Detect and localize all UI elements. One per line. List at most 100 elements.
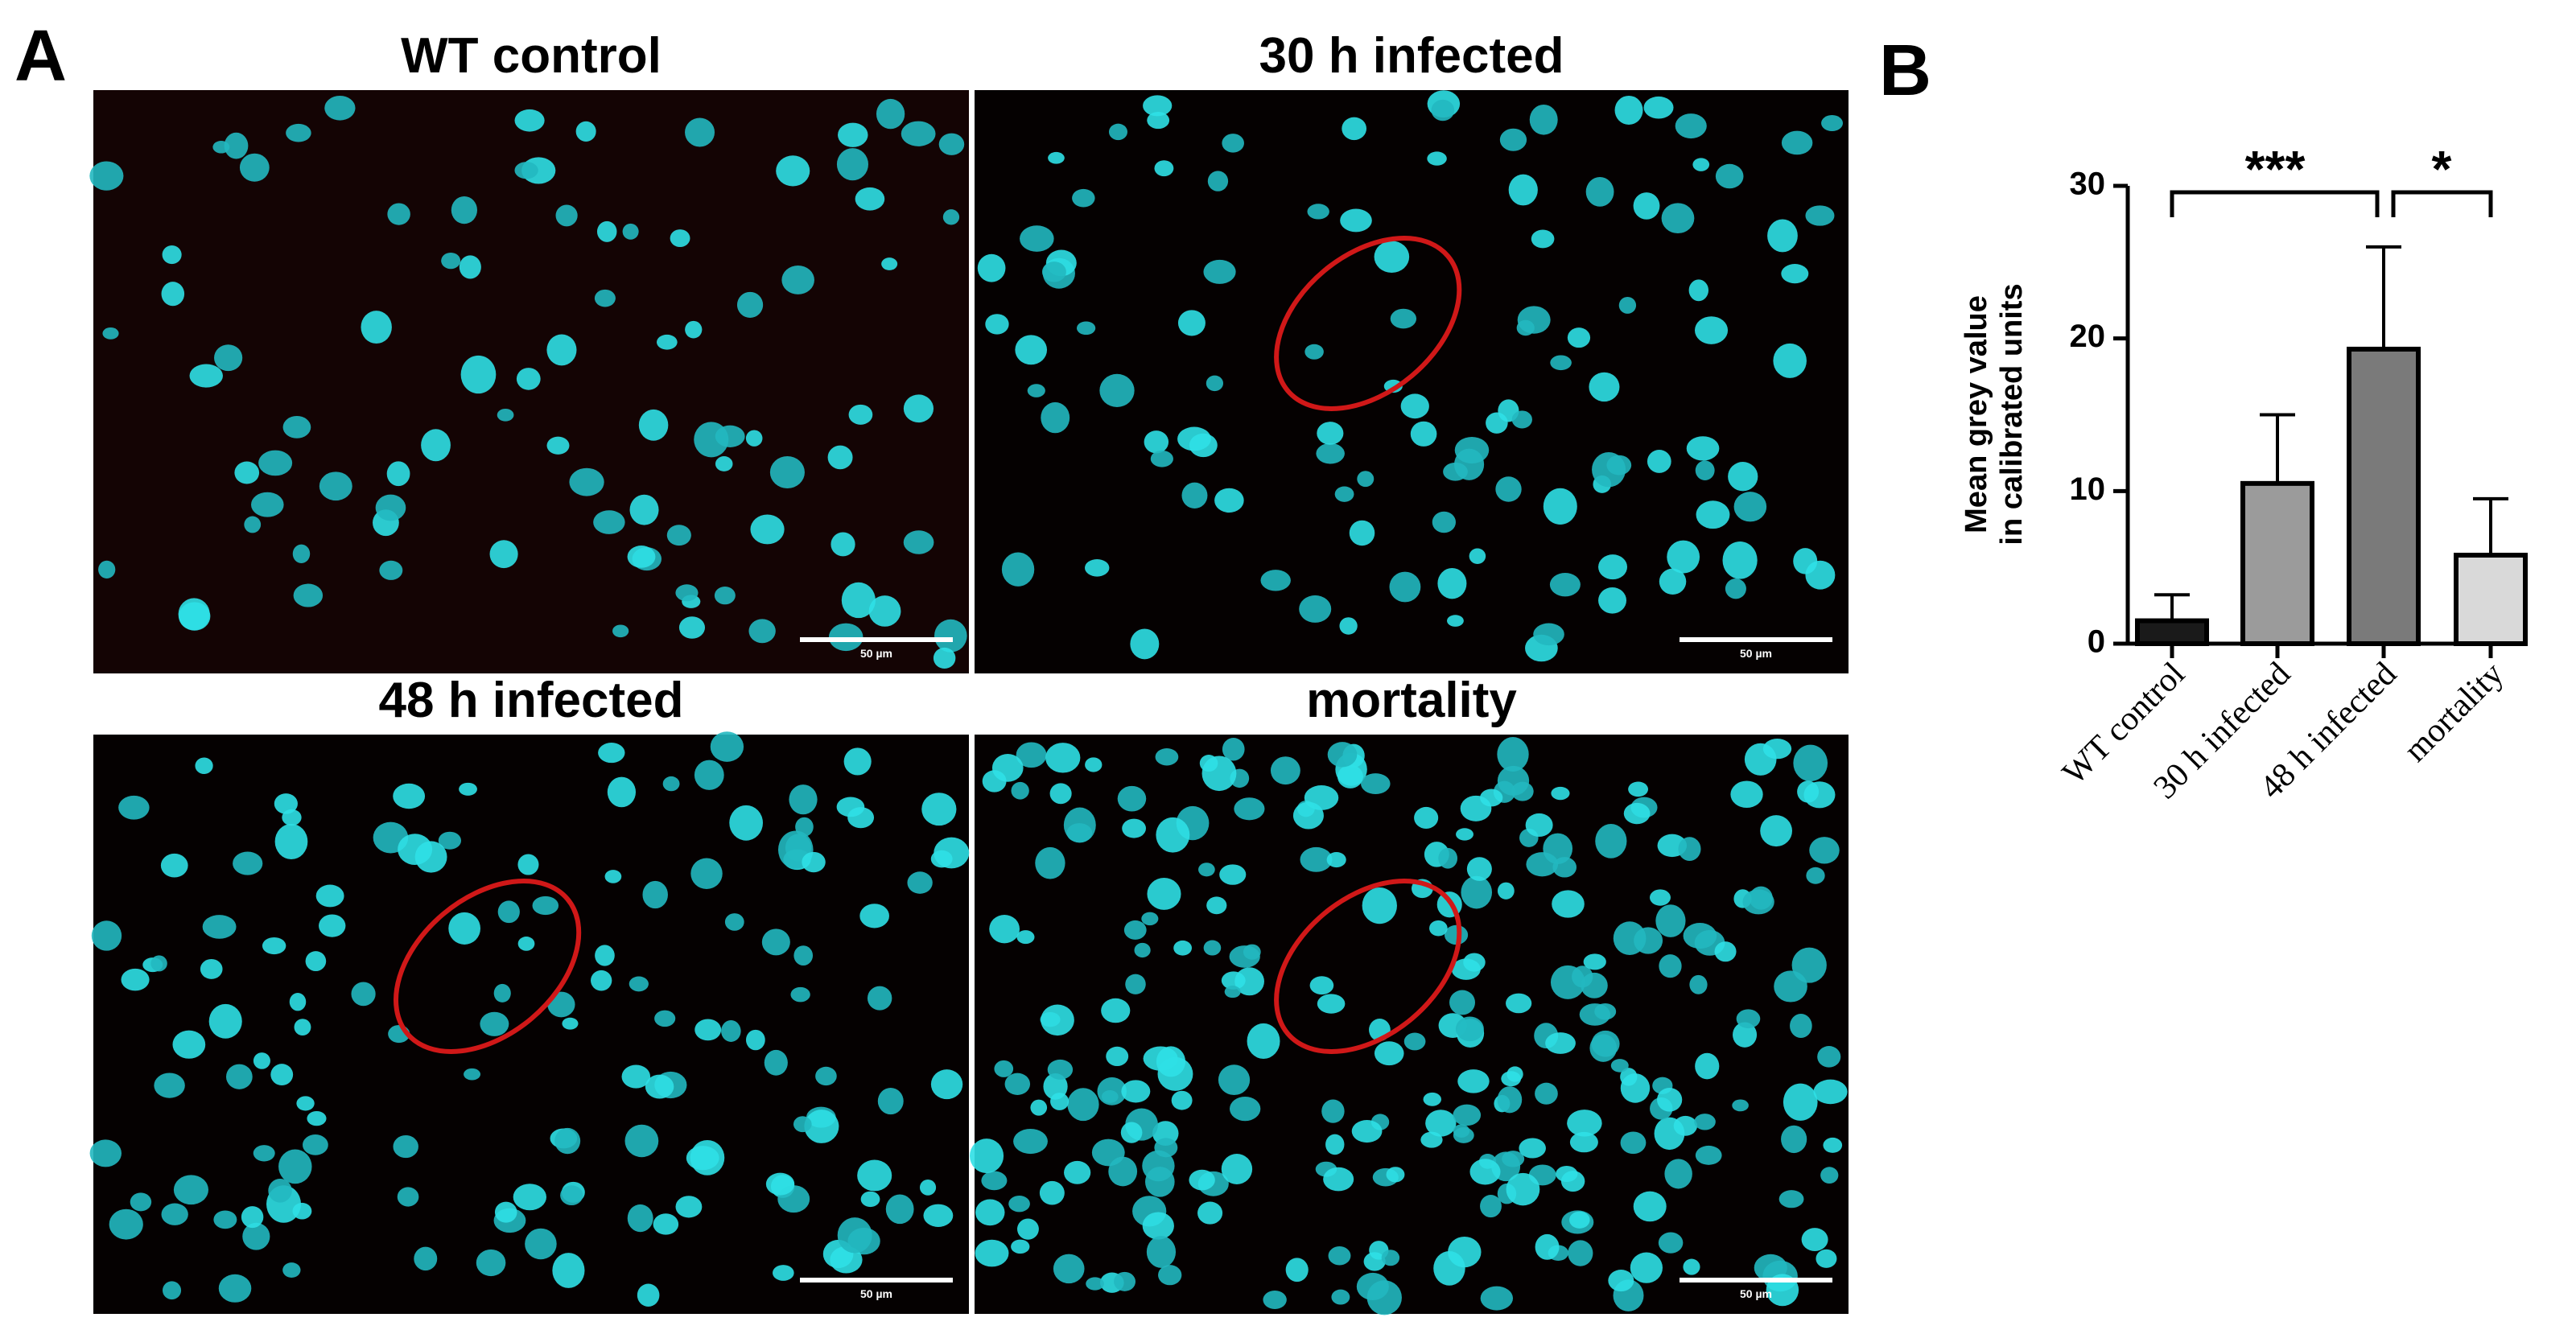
nucleus xyxy=(1469,1159,1501,1185)
nucleus xyxy=(1550,355,1572,371)
image-title: WT control xyxy=(401,28,662,84)
nucleus xyxy=(828,623,863,652)
nucleus xyxy=(848,404,873,425)
nucleus xyxy=(1218,1064,1251,1096)
nucleus xyxy=(268,1179,292,1203)
nucleus xyxy=(1362,887,1397,924)
bar xyxy=(2240,480,2314,646)
nucleus xyxy=(607,776,637,808)
nucleus xyxy=(1585,176,1614,207)
nucleus xyxy=(1067,1088,1099,1122)
nucleus xyxy=(694,760,724,790)
nucleus xyxy=(694,1019,722,1041)
nucleus xyxy=(921,793,957,826)
nucleus xyxy=(1545,1032,1576,1054)
nucleus xyxy=(653,1213,679,1235)
nucleus xyxy=(282,1262,301,1278)
nucleus xyxy=(645,1074,674,1099)
nucleus xyxy=(1171,1090,1193,1110)
nucleus xyxy=(494,1201,517,1223)
nucleus xyxy=(1730,780,1763,809)
nucleus xyxy=(262,937,286,955)
nucleus xyxy=(836,148,868,181)
nucleus xyxy=(1614,95,1643,125)
image-title: 30 h infected xyxy=(1259,28,1564,84)
nucleus xyxy=(1725,578,1746,599)
nucleus xyxy=(1511,410,1532,429)
nucleus xyxy=(1525,813,1553,838)
nucleus xyxy=(296,1096,315,1111)
nucleus xyxy=(729,805,763,841)
scale-bar-label: 50 µm xyxy=(860,647,892,660)
nuclei xyxy=(89,95,967,669)
nucleus xyxy=(225,1064,253,1089)
nucleus xyxy=(1594,1003,1617,1020)
nucleus xyxy=(1041,401,1070,434)
nucleus xyxy=(1695,1145,1722,1165)
nucleus xyxy=(1260,570,1291,591)
nucleus xyxy=(710,731,744,762)
nucleus xyxy=(1531,229,1555,249)
nucleus xyxy=(750,514,785,545)
nucleus xyxy=(764,1049,788,1076)
nucleus xyxy=(1437,567,1467,599)
nucleus xyxy=(421,429,451,462)
nucleus xyxy=(1552,890,1585,918)
nucleus xyxy=(130,1192,152,1212)
nucleus xyxy=(89,161,124,191)
nuclei xyxy=(89,731,970,1307)
nucleus xyxy=(1495,476,1522,502)
nucleus xyxy=(324,95,356,121)
nucleus xyxy=(1696,500,1730,529)
nucleus xyxy=(517,937,535,951)
nucleus xyxy=(1048,151,1065,164)
nucleus xyxy=(1122,818,1146,838)
nucleus xyxy=(1608,1270,1634,1292)
nucleus xyxy=(1797,780,1820,803)
nucleus xyxy=(1425,1110,1457,1137)
nucleus xyxy=(1189,433,1218,458)
nucleus xyxy=(1664,1159,1692,1189)
nucleus xyxy=(1733,492,1767,522)
nucleus xyxy=(1620,1131,1647,1155)
nucleus xyxy=(1516,319,1535,336)
bar-chart: 0 10 20 30 Mean grey value in calibrated unit… xyxy=(1960,140,2528,806)
vessel xyxy=(1274,879,1462,1054)
nucleus xyxy=(1722,541,1758,579)
vessel xyxy=(394,879,582,1054)
nucleus xyxy=(975,1239,1009,1267)
nucleus xyxy=(213,1210,237,1229)
nucleus xyxy=(460,355,497,394)
nucleus xyxy=(627,1204,653,1233)
nucleus xyxy=(1742,889,1774,915)
nucleus xyxy=(1610,1059,1629,1073)
nucleus xyxy=(253,1145,275,1162)
nucleus xyxy=(234,461,260,484)
nucleus xyxy=(1363,1252,1386,1271)
nucleus xyxy=(1076,321,1096,336)
nucleus xyxy=(1438,847,1458,869)
nucleus xyxy=(857,1159,892,1192)
vessel xyxy=(1274,236,1462,411)
nucleus xyxy=(1374,241,1410,274)
nucleus xyxy=(919,1179,937,1196)
nucleus xyxy=(596,220,617,242)
nucleus xyxy=(1618,296,1637,314)
y-tick-label: 30 xyxy=(2070,167,2106,202)
nucleus xyxy=(1351,1120,1383,1143)
nucleus xyxy=(1156,817,1190,853)
nucleus xyxy=(555,204,578,227)
nucleus xyxy=(1030,1099,1048,1116)
nucleus xyxy=(1506,1172,1540,1206)
nucleus xyxy=(1309,976,1334,995)
significance-label: *** xyxy=(2245,140,2306,198)
nucleus xyxy=(513,1184,546,1211)
nucleus xyxy=(172,1030,206,1059)
nucleus xyxy=(685,117,715,147)
nucleus xyxy=(901,121,936,146)
nucleus xyxy=(459,255,481,279)
nucleus xyxy=(476,1249,506,1277)
nucleus xyxy=(414,841,447,873)
nucleus xyxy=(604,870,622,883)
panel-label: A xyxy=(14,16,67,97)
